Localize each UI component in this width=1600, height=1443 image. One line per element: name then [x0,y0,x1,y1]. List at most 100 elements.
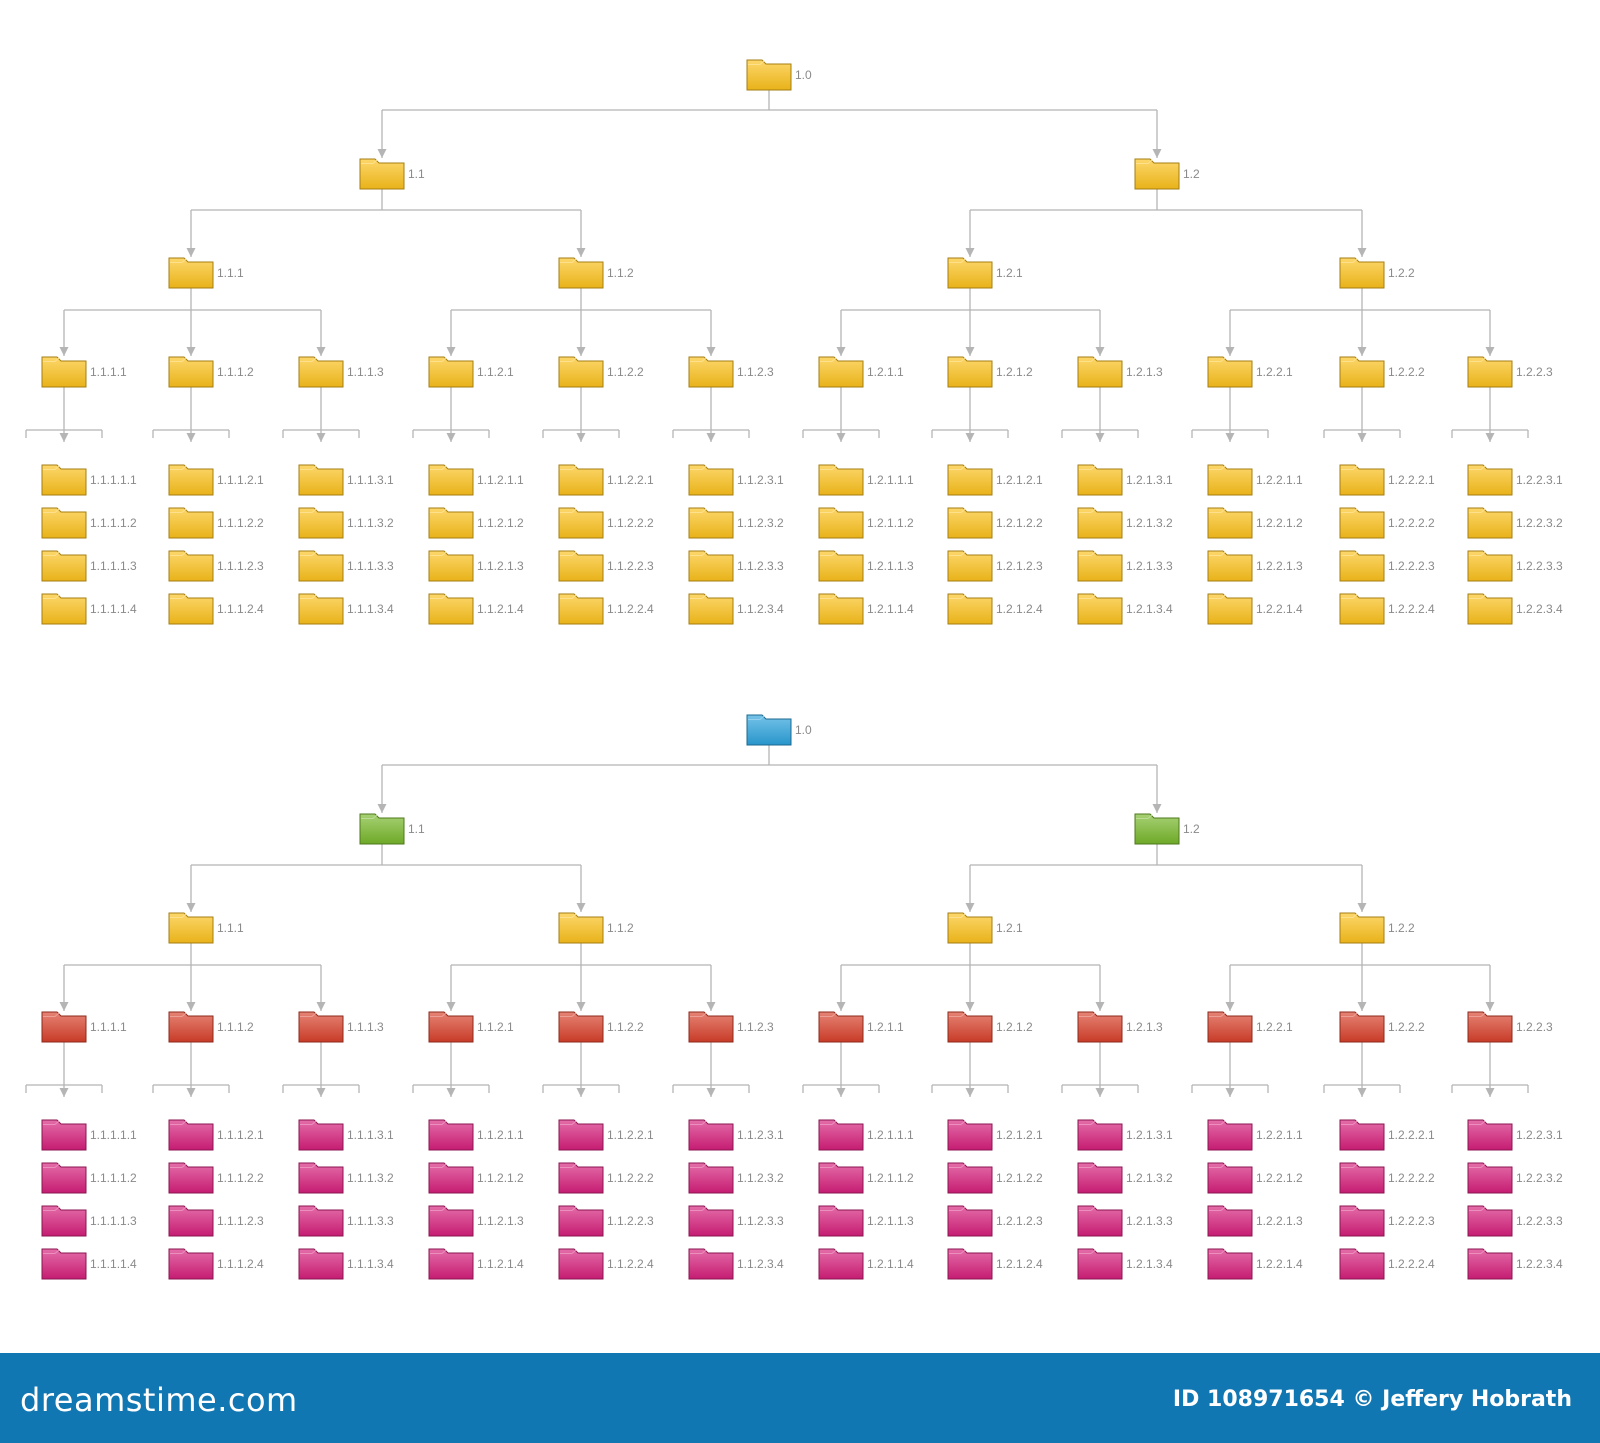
folder-icon [688,1248,734,1280]
folder-1-2-2-1-label: 1.2.2.1 [1256,1020,1293,1034]
folder-1-1-1-3-label: 1.1.1.3 [347,365,384,379]
folder-icon [168,1205,214,1237]
folder-1-1-2-node: 1.1.2 [558,257,634,289]
folder-icon [428,550,474,582]
folder-1-2-1-1-3-node: 1.2.1.1.3 [818,550,914,582]
folder-1-1-1-2-node: 1.1.1.2 [168,1011,254,1043]
folder-1-1-1-2-2-label: 1.1.1.2.2 [217,516,264,530]
folder-icon [168,1011,214,1043]
folder-1-2-2-2-2-node: 1.2.2.2.2 [1339,1162,1435,1194]
folder-1-1-2-2-3-label: 1.1.2.2.3 [607,1214,654,1228]
folder-icon [688,464,734,496]
folder-icon [168,507,214,539]
folder-1-1-2-1-4-node: 1.1.2.1.4 [428,1248,524,1280]
folder-icon [298,1011,344,1043]
folder-1-2-2-1-3-label: 1.2.2.1.3 [1256,1214,1303,1228]
folder-1-1-2-3-1-node: 1.1.2.3.1 [688,464,784,496]
folder-1-1-1-1-4-node: 1.1.1.1.4 [41,593,137,625]
folder-icon [1339,550,1385,582]
folder-1-1-2-3-label: 1.1.2.3 [737,365,774,379]
folder-1-1-1-3-node: 1.1.1.3 [298,1011,384,1043]
folder-icon [947,1162,993,1194]
folder-1-2-2-1-3-node: 1.2.2.1.3 [1207,1205,1303,1237]
folder-1-2-2-2-4-node: 1.2.2.2.4 [1339,593,1435,625]
folder-icon [428,593,474,625]
folder-1-1-2-2-4-node: 1.1.2.2.4 [558,593,654,625]
folder-1-2-2-1-2-node: 1.2.2.1.2 [1207,1162,1303,1194]
folder-1-2-2-3-4-label: 1.2.2.3.4 [1516,1257,1563,1271]
folder-1-2-node: 1.2 [1134,158,1200,190]
folder-1-1-1-1-node: 1.1.1.1 [41,356,127,388]
folder-1-1-1-3-4-node: 1.1.1.3.4 [298,593,394,625]
folder-icon [1339,1011,1385,1043]
folder-1-1-1-3-3-node: 1.1.1.3.3 [298,1205,394,1237]
folder-icon [818,1205,864,1237]
folder-1-0-node: 1.0 [746,59,812,91]
folder-1-1-2-1-2-node: 1.1.2.1.2 [428,507,524,539]
folder-1-2-2-1-1-label: 1.2.2.1.1 [1256,473,1303,487]
folder-1-2-2-3-node: 1.2.2.3 [1467,356,1553,388]
folder-1-1-2-1-1-node: 1.1.2.1.1 [428,1119,524,1151]
folder-icon [558,550,604,582]
folder-icon [1467,1119,1513,1151]
folder-1-2-1-2-node: 1.2.1.2 [947,356,1033,388]
folder-icon [1467,1248,1513,1280]
folder-1-2-1-2-3-node: 1.2.1.2.3 [947,550,1043,582]
folder-1-1-2-2-1-node: 1.1.2.2.1 [558,464,654,496]
folder-1-2-1-2-label: 1.2.1.2 [996,1020,1033,1034]
folder-1-1-2-3-2-label: 1.1.2.3.2 [737,516,784,530]
folder-1-2-2-2-1-node: 1.2.2.2.1 [1339,1119,1435,1151]
folder-icon [1207,1248,1253,1280]
folder-icon [818,507,864,539]
copyright-symbol: © [1352,1387,1375,1412]
folder-1-1-1-2-4-node: 1.1.1.2.4 [168,593,264,625]
folder-icon [558,1011,604,1043]
folder-icon [168,912,214,944]
folder-icon [947,1119,993,1151]
folder-1-1-2-node: 1.1.2 [558,912,634,944]
folder-1-1-1-label: 1.1.1 [217,921,244,935]
folder-icon [1077,464,1123,496]
folder-1-2-node: 1.2 [1134,813,1200,845]
folder-icon [1207,1162,1253,1194]
folder-icon [168,464,214,496]
folder-1-1-1-3-node: 1.1.1.3 [298,356,384,388]
folder-1-2-1-label: 1.2.1 [996,921,1023,935]
folder-1-1-2-3-4-node: 1.1.2.3.4 [688,593,784,625]
folder-1-2-2-1-1-node: 1.2.2.1.1 [1207,1119,1303,1151]
folder-1-1-2-3-3-node: 1.1.2.3.3 [688,550,784,582]
folder-1-1-1-3-4-label: 1.1.1.3.4 [347,1257,394,1271]
folder-1-1-1-1-4-label: 1.1.1.1.4 [90,1257,137,1271]
folder-icon [558,464,604,496]
folder-icon [41,507,87,539]
folder-1-2-2-1-3-label: 1.2.2.1.3 [1256,559,1303,573]
folder-hierarchy-diagrams: 1.0 1.1 1.1.1 1.1.1.1 1.1.1.1.1 1.1.1.1.2 1.1.… [25,59,1563,1280]
folder-1-1-2-1-node: 1.1.2.1 [428,356,514,388]
folder-icon [1077,1011,1123,1043]
folder-1-1-2-1-4-label: 1.1.2.1.4 [477,1257,524,1271]
folder-1-2-2-3-3-node: 1.2.2.3.3 [1467,550,1563,582]
folder-1-2-1-3-label: 1.2.1.3 [1126,365,1163,379]
folder-icon [298,464,344,496]
folder-1-2-1-3-node: 1.2.1.3 [1077,356,1163,388]
folder-1-2-2-1-node: 1.2.2.1 [1207,1011,1293,1043]
folder-1-1-1-1-1-label: 1.1.1.1.1 [90,473,137,487]
folder-1-1-1-2-2-node: 1.1.1.2.2 [168,1162,264,1194]
folder-1-1-2-2-1-node: 1.1.2.2.1 [558,1119,654,1151]
folder-icon [558,912,604,944]
folder-1-2-2-3-3-label: 1.2.2.3.3 [1516,1214,1563,1228]
folder-icon [947,257,993,289]
folder-1-1-1-2-3-node: 1.1.1.2.3 [168,1205,264,1237]
folder-1-2-1-2-1-node: 1.2.1.2.1 [947,464,1043,496]
folder-1-1-2-1-1-label: 1.1.2.1.1 [477,473,524,487]
folder-icon [1467,507,1513,539]
folder-1-2-2-1-4-label: 1.2.2.1.4 [1256,602,1303,616]
folder-1-2-1-1-4-node: 1.2.1.1.4 [818,1248,914,1280]
folder-1-1-2-1-2-label: 1.1.2.1.2 [477,1171,524,1185]
folder-1-1-1-1-4-node: 1.1.1.1.4 [41,1248,137,1280]
folder-icon [1207,1119,1253,1151]
folder-1-1-1-2-3-label: 1.1.1.2.3 [217,1214,264,1228]
folder-1-2-1-1-label: 1.2.1.1 [867,1020,904,1034]
folder-1-1-1-2-2-label: 1.1.1.2.2 [217,1171,264,1185]
folder-1-2-2-2-label: 1.2.2.2 [1388,365,1425,379]
